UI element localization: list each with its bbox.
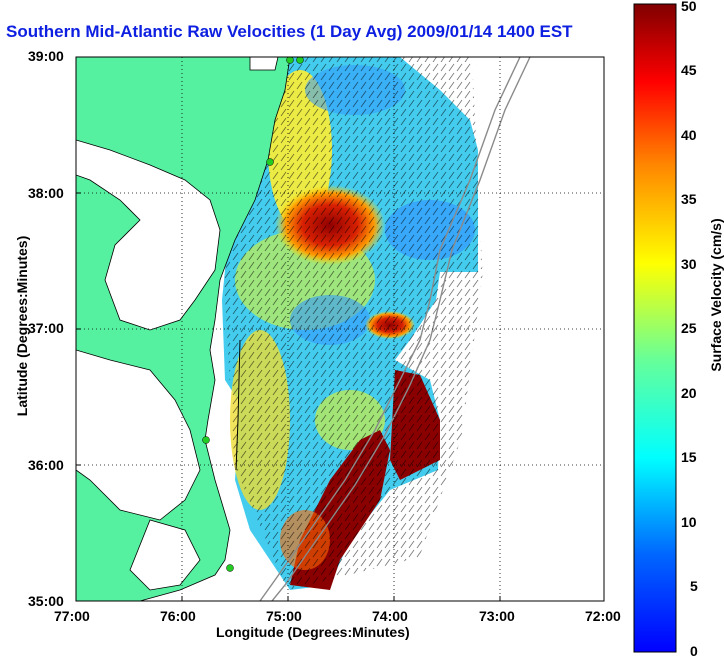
colorbar-tick-label: 50 [681, 0, 697, 14]
x-axis-label: Longitude (Degrees:Minutes) [216, 624, 410, 640]
x-tick-label: 73:00 [479, 608, 515, 624]
station-marker [266, 158, 274, 166]
colorbar [633, 3, 677, 653]
grid [76, 57, 604, 601]
plot-title: Southern Mid-Atlantic Raw Velocities (1 … [6, 22, 573, 41]
x-tick-label: 77:00 [54, 608, 90, 624]
station-marker [226, 564, 234, 572]
station-marker [202, 436, 210, 444]
x-tick-label: 75:00 [266, 608, 302, 624]
y-tick-label: 39:00 [28, 48, 64, 64]
colorbar-tick-label: 10 [681, 514, 697, 530]
station-marker [296, 57, 304, 64]
y-tick-label: 37:00 [28, 320, 64, 336]
station-marker [286, 57, 294, 64]
colorbar-tick-label: 25 [681, 320, 697, 336]
y-tick-label: 38:00 [28, 185, 64, 201]
colorbar-tick-label: 5 [690, 578, 698, 594]
y-tick-label: 35:00 [28, 593, 64, 609]
colorbar-tick-label: 45 [681, 62, 697, 78]
bathymetry-contours [259, 57, 531, 601]
colorbar-tick-label: 15 [681, 449, 697, 465]
colorbar-tick-label: 0 [690, 643, 698, 659]
x-tick-label: 76:00 [160, 608, 196, 624]
hf-radar-stations [202, 57, 304, 572]
colorbar-tick-label: 35 [681, 191, 697, 207]
colorbar-tick-label: 30 [681, 256, 697, 272]
x-tick-label: 74:00 [372, 608, 408, 624]
colorbar-tick-label: 40 [681, 127, 697, 143]
colorbar-tick-label: 20 [681, 385, 697, 401]
x-tick-label: 72:00 [585, 608, 621, 624]
axis-ticks [76, 192, 501, 601]
y-tick-label: 36:00 [28, 457, 64, 473]
